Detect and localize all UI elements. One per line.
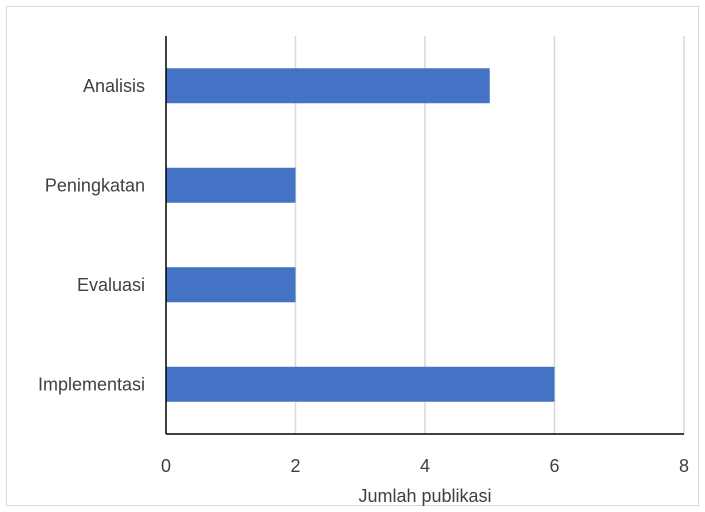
bar-analisis [166,68,490,104]
x-tick-label-2: 2 [290,456,300,476]
x-tick-label-6: 6 [549,456,559,476]
category-labels: Analisis Peningkatan Evaluasi Implementasi [38,76,145,395]
category-label-analisis: Analisis [83,76,145,96]
x-axis-title: Jumlah publikasi [358,486,491,506]
x-tick-labels: 0 2 4 6 8 [161,456,689,476]
bars [166,68,555,402]
category-label-implementasi: Implementasi [38,374,145,394]
bar-evaluasi [166,267,296,303]
x-tick-label-0: 0 [161,456,171,476]
bar-peningkatan [166,167,296,203]
x-tick-label-8: 8 [679,456,689,476]
category-label-peningkatan: Peningkatan [45,175,145,195]
x-tick-label-4: 4 [420,456,430,476]
axes [165,36,684,435]
bar-implementasi [166,366,555,402]
category-label-evaluasi: Evaluasi [77,275,145,295]
